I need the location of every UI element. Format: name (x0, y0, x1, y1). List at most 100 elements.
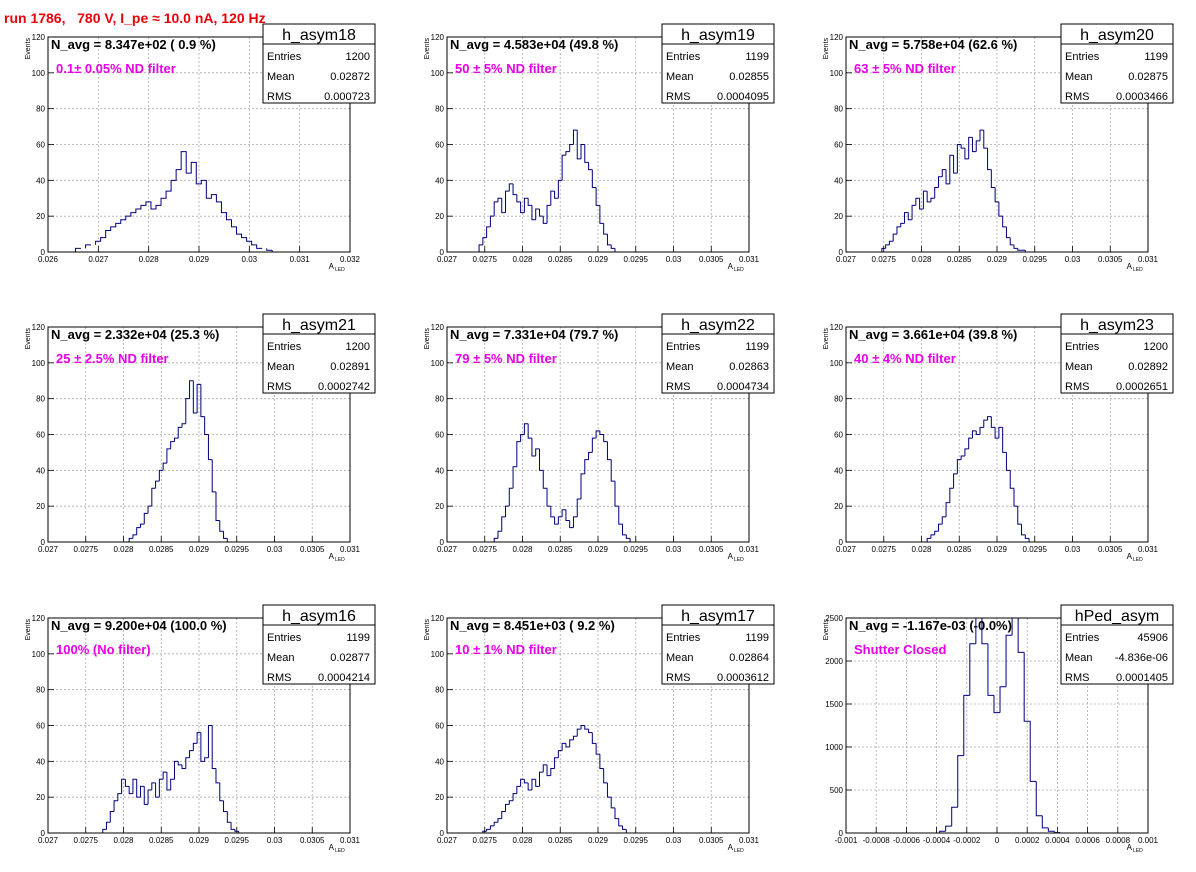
histogram-bin (595, 743, 600, 755)
histogram-bin (120, 219, 127, 224)
x-tick-label: -0.0002 (953, 836, 981, 845)
x-tick-label: 0.028 (139, 255, 160, 264)
y-tick-label: 40 (435, 757, 444, 766)
histogram-bin (949, 487, 954, 503)
x-tick-label: 0.03 (666, 255, 682, 264)
histogram-bin (241, 234, 248, 239)
x-tick-label: 0 (995, 836, 1000, 845)
histogram-bin (115, 222, 122, 227)
histogram-bin (561, 509, 566, 517)
x-tick-label: 0.028 (113, 836, 134, 845)
histogram-bin (584, 144, 589, 163)
y-axis-label: Events (25, 38, 32, 60)
stats-label-entries: Entries (1065, 341, 1100, 353)
histogram-bin (501, 811, 506, 819)
histogram-bin (147, 789, 152, 805)
histogram-bin (204, 757, 209, 762)
x-tick-label: 0.027 (38, 836, 59, 845)
histogram-bin (177, 426, 183, 439)
histogram-bin (550, 190, 555, 206)
stats-label-entries: Entries (1065, 51, 1100, 63)
histogram-bin (945, 502, 950, 517)
stats-hist-name: h_asym17 (681, 608, 755, 625)
stats-value-mean: 0.02864 (729, 652, 769, 664)
stats-label-mean: Mean (1065, 361, 1093, 373)
stats-label-entries: Entries (666, 341, 701, 353)
filter-annotation: 63 ± 5% ND filter (854, 61, 956, 76)
histogram-bin (896, 226, 901, 235)
x-axis-label: A (1127, 843, 1133, 852)
histogram-bin (124, 779, 130, 787)
filter-annotation: 79 ± 5% ND filter (455, 351, 557, 366)
histogram-bin (109, 811, 115, 823)
histogram-bin (951, 806, 958, 827)
stats-label-mean: Mean (666, 71, 694, 83)
stats-box (262, 604, 376, 685)
histogram-bin (136, 779, 141, 798)
stats-value-entries: 1200 (346, 341, 370, 353)
y-tick-label: 20 (834, 502, 843, 511)
x-tick-label: 0.032 (340, 255, 361, 264)
x-tick-label: 0.0295 (225, 545, 250, 554)
x-axis-label: A (728, 552, 734, 561)
x-tick-label: 0.028 (512, 836, 533, 845)
histogram-bin (550, 768, 555, 776)
n-avg-label: N_avg = 5.758e+04 (62.6 %) (849, 37, 1017, 52)
histogram-bin (155, 204, 162, 209)
y-tick-label: 60 (36, 141, 45, 150)
y-tick-label: 60 (435, 431, 444, 440)
y-tick-label: 1500 (825, 700, 843, 709)
stats-value-mean: 0.02872 (330, 71, 370, 83)
filter-annotation: 10 ± 1% ND filter (455, 642, 557, 657)
x-tick-label: 0.0285 (947, 545, 972, 554)
x-tick-label: 0.029 (588, 545, 609, 554)
histogram-bin (170, 441, 175, 449)
histogram-bin (994, 427, 999, 439)
x-tick-label: -0.001 (835, 836, 858, 845)
y-tick-label: 80 (834, 105, 843, 114)
histogram-bin (904, 212, 909, 224)
histogram-bin (100, 237, 107, 242)
histogram-bin (881, 247, 886, 252)
histogram-bin (956, 144, 962, 174)
histogram-bin (614, 807, 619, 820)
histogram-bin (922, 190, 928, 209)
n-avg-label: N_avg = 9.200e+04 (100.0 %) (51, 618, 227, 633)
stats-hist-name: h_asym20 (1080, 27, 1154, 44)
y-tick-label: 120 (32, 614, 46, 623)
histogram-bin (1021, 524, 1026, 536)
histogram-bin (535, 208, 540, 220)
x-tick-label: 0.0285 (947, 255, 972, 264)
histogram-bin (158, 778, 164, 798)
x-tick-label: 0.031 (1138, 255, 1159, 264)
histogram-bin (523, 423, 529, 435)
histogram-bin (95, 240, 102, 245)
histogram-bin (606, 441, 612, 461)
y-axis-label: Events (823, 619, 830, 641)
filter-annotation: Shutter Closed (854, 642, 947, 657)
histogram-bin (215, 768, 220, 784)
y-tick-label: 40 (435, 466, 444, 475)
stats-value-rms: 0.0001405 (1116, 672, 1168, 684)
histogram-bin (557, 750, 563, 758)
stats-value-rms: 0.0003466 (1116, 91, 1168, 103)
histogram-bin (572, 516, 578, 528)
x-tick-label: 0.0004 (1045, 836, 1070, 845)
histogram-bin (538, 771, 544, 787)
x-tick-label: 0.028 (512, 255, 533, 264)
x-tick-label: 0.03 (267, 545, 283, 554)
histogram-bin (937, 523, 943, 532)
histogram-bin (1017, 618, 1025, 653)
y-tick-label: 0 (440, 248, 445, 257)
histogram-bin (170, 179, 177, 192)
x-axis-label-subscript: LED (734, 848, 744, 854)
histogram-bin (196, 732, 201, 744)
histogram-bin (625, 534, 631, 539)
histogram-bin (1009, 470, 1014, 489)
y-tick-label: 120 (431, 33, 445, 42)
y-tick-label: 2500 (825, 614, 843, 623)
y-tick-label: 60 (834, 431, 843, 440)
histogram-bin (493, 821, 498, 826)
histogram-bin (173, 437, 179, 442)
n-avg-label: N_avg = 4.583e+04 (49.8 %) (450, 37, 618, 52)
